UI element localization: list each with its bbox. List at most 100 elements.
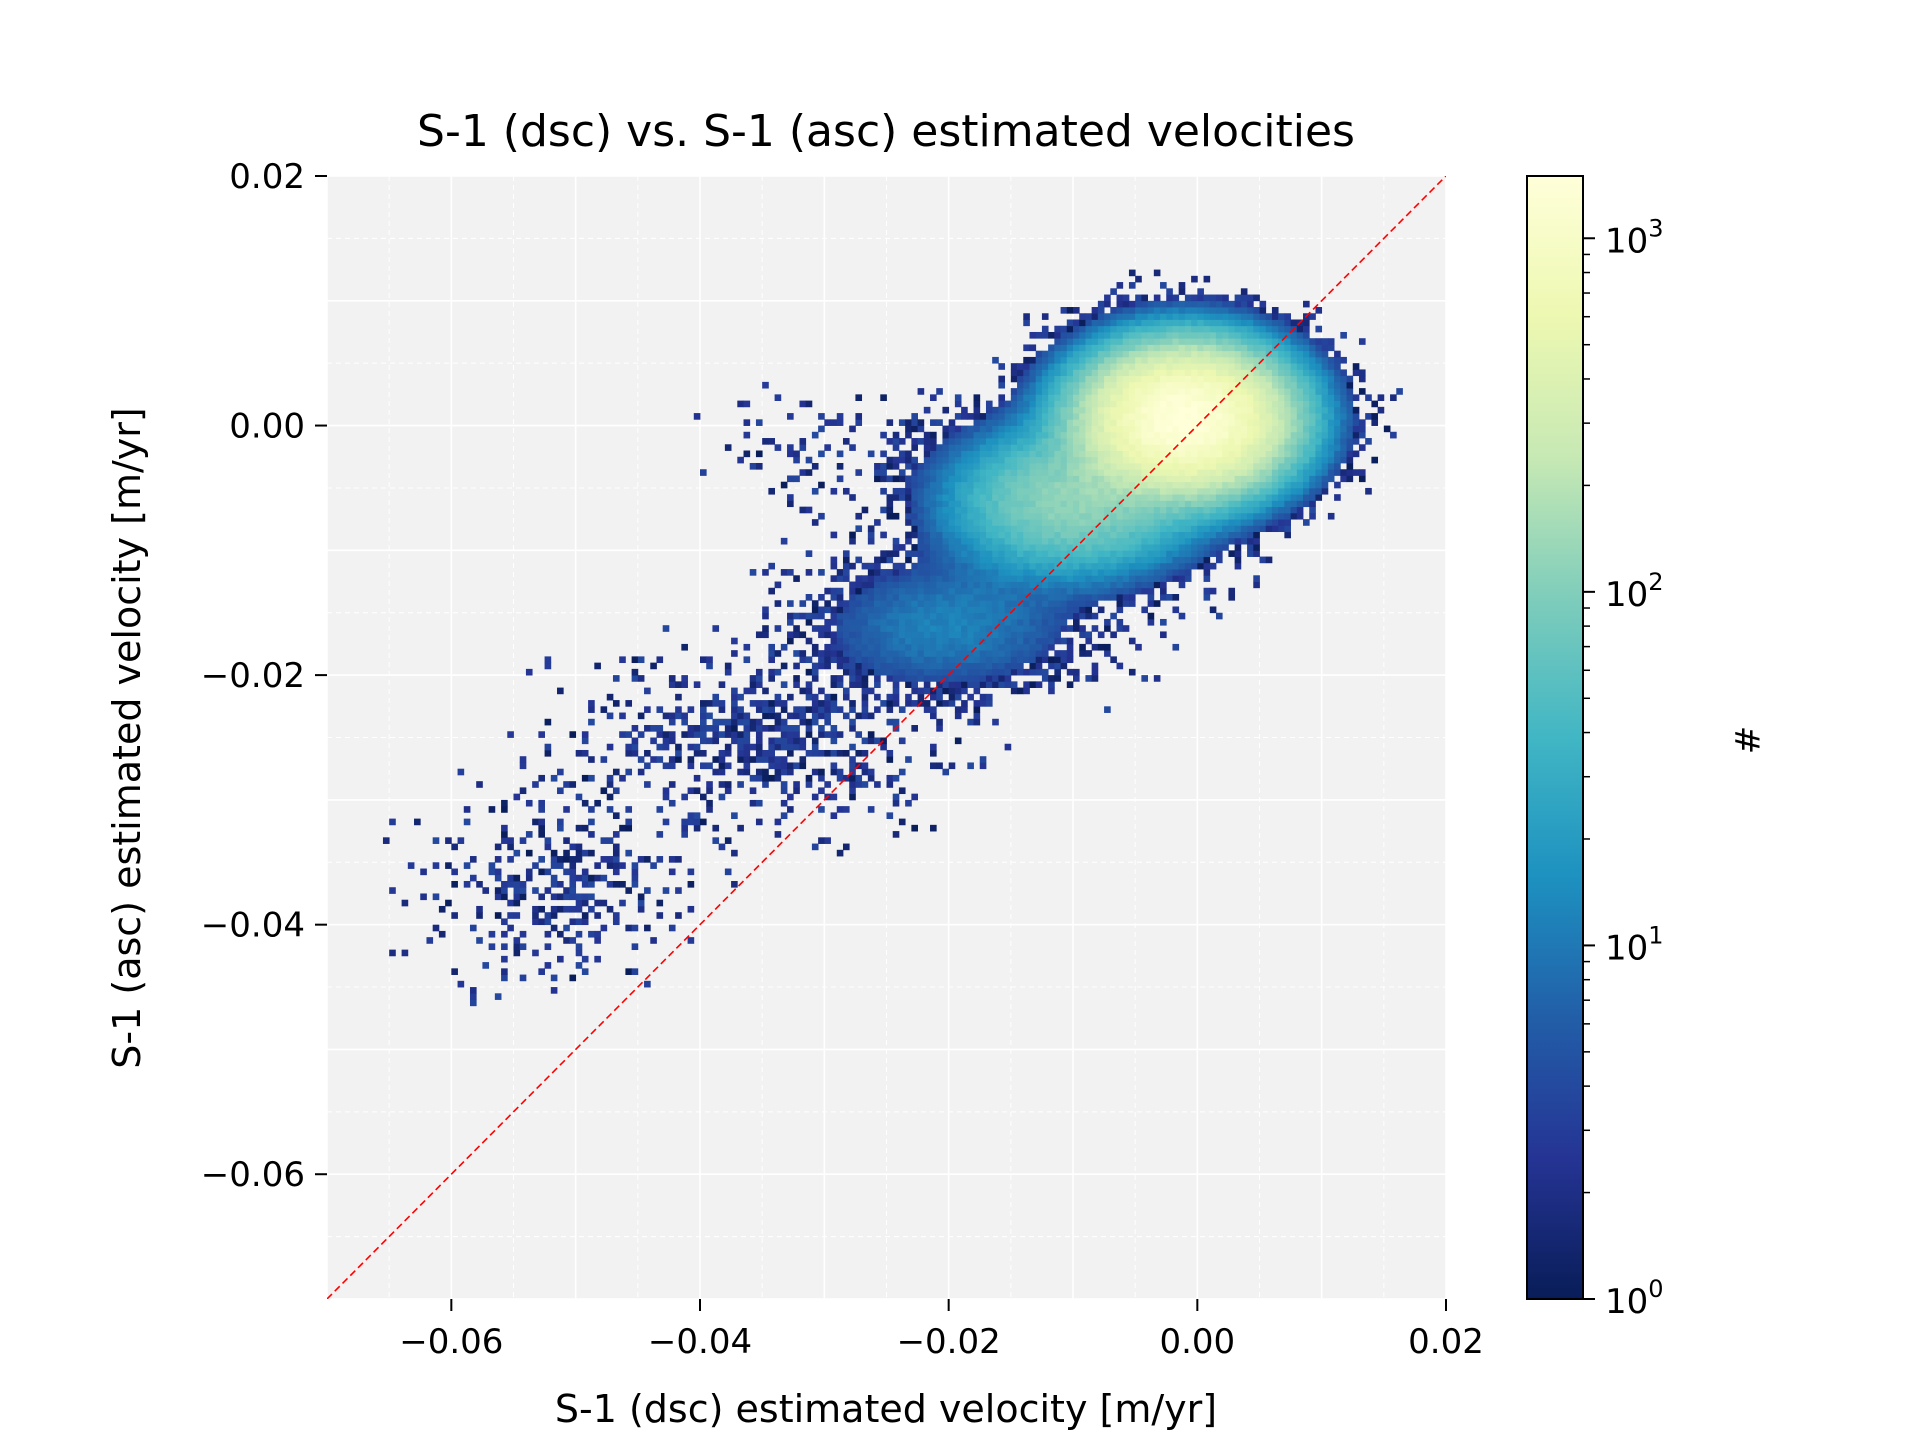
heatmap-cell bbox=[1091, 612, 1099, 620]
heatmap-cell bbox=[1265, 325, 1273, 333]
heatmap-cell bbox=[1128, 338, 1136, 345]
heatmap-cell bbox=[1010, 456, 1018, 464]
heatmap-cell bbox=[1048, 406, 1055, 414]
heatmap-cell bbox=[1135, 494, 1142, 501]
heatmap-cell bbox=[1135, 512, 1142, 520]
heatmap-cell bbox=[1079, 512, 1086, 520]
heatmap-cell bbox=[774, 768, 782, 776]
heatmap-cell bbox=[1240, 438, 1248, 445]
heatmap-cell bbox=[1184, 294, 1192, 302]
heatmap-cell bbox=[973, 700, 981, 707]
heatmap-cell bbox=[1166, 462, 1173, 470]
heatmap-cell bbox=[805, 456, 813, 464]
heatmap-cell bbox=[1023, 313, 1030, 320]
heatmap-cell bbox=[905, 419, 912, 426]
heatmap-cell bbox=[1104, 525, 1111, 533]
heatmap-cell bbox=[830, 793, 838, 801]
heatmap-cell bbox=[625, 768, 633, 776]
heatmap-cell bbox=[780, 725, 788, 732]
heatmap-cell bbox=[787, 806, 794, 813]
heatmap-cell bbox=[1259, 363, 1267, 370]
heatmap-cell bbox=[1041, 618, 1049, 626]
heatmap-cell bbox=[600, 899, 608, 907]
heatmap-cell bbox=[992, 544, 999, 551]
heatmap-cell bbox=[749, 743, 757, 751]
heatmap-cell bbox=[1166, 356, 1173, 364]
heatmap-cell bbox=[1010, 481, 1018, 489]
heatmap-cell bbox=[818, 413, 825, 420]
heatmap-cell bbox=[985, 425, 993, 433]
heatmap-cell bbox=[1271, 356, 1279, 364]
heatmap-cell bbox=[563, 837, 570, 844]
heatmap-cell bbox=[1303, 413, 1310, 420]
heatmap-cell bbox=[1079, 643, 1086, 651]
heatmap-cell bbox=[892, 637, 900, 645]
heatmap-cell bbox=[842, 637, 850, 645]
heatmap-cell bbox=[1035, 594, 1043, 601]
heatmap-cell bbox=[1271, 325, 1279, 333]
heatmap-cell bbox=[1209, 475, 1217, 483]
heatmap-cell bbox=[867, 594, 875, 601]
heatmap-cell bbox=[1066, 388, 1074, 395]
heatmap-cell bbox=[1222, 431, 1229, 439]
heatmap-cell bbox=[1166, 338, 1173, 345]
heatmap-cell bbox=[855, 419, 863, 426]
heatmap-cell bbox=[1097, 319, 1105, 327]
heatmap-cell bbox=[1153, 456, 1161, 464]
heatmap-cell bbox=[575, 849, 583, 857]
heatmap-cell bbox=[432, 837, 440, 844]
heatmap-cell bbox=[1215, 381, 1223, 389]
heatmap-cell bbox=[1010, 662, 1018, 670]
heatmap-cell bbox=[1153, 388, 1161, 395]
heatmap-cell bbox=[1153, 581, 1161, 589]
heatmap-cell bbox=[1172, 338, 1180, 345]
heatmap-cell bbox=[1172, 475, 1180, 483]
heatmap-cell bbox=[1290, 338, 1298, 345]
heatmap-cell bbox=[1240, 494, 1248, 501]
heatmap-cell bbox=[874, 656, 881, 664]
heatmap-cell bbox=[1222, 481, 1229, 489]
heatmap-cell bbox=[656, 899, 664, 907]
heatmap-cell bbox=[780, 812, 788, 820]
heatmap-cell bbox=[985, 419, 993, 426]
heatmap-cell bbox=[1284, 400, 1291, 408]
heatmap-cell bbox=[930, 550, 937, 557]
heatmap-cell bbox=[1209, 419, 1217, 426]
heatmap-cell bbox=[1178, 419, 1186, 426]
heatmap-cell bbox=[1122, 294, 1130, 302]
heatmap-cell bbox=[1141, 325, 1148, 333]
heatmap-cell bbox=[1048, 612, 1055, 620]
heatmap-cell bbox=[855, 606, 863, 614]
heatmap-cell bbox=[911, 650, 918, 657]
heatmap-cell bbox=[1284, 394, 1291, 401]
heatmap-cell bbox=[575, 918, 583, 926]
heatmap-cell bbox=[992, 356, 999, 364]
heatmap-cell bbox=[1222, 419, 1229, 426]
heatmap-cell bbox=[743, 756, 751, 763]
heatmap-cell bbox=[1203, 469, 1211, 476]
heatmap-cell bbox=[774, 625, 782, 632]
heatmap-cell bbox=[1228, 431, 1236, 439]
heatmap-cell bbox=[973, 569, 981, 576]
heatmap-cell bbox=[494, 843, 502, 851]
heatmap-cell bbox=[1110, 450, 1117, 458]
heatmap-cell bbox=[1010, 618, 1018, 626]
heatmap-cell bbox=[1191, 394, 1198, 401]
heatmap-cell bbox=[1160, 581, 1167, 589]
heatmap-cell bbox=[1215, 425, 1223, 433]
heatmap-cell bbox=[494, 868, 502, 876]
heatmap-cell bbox=[1116, 519, 1124, 526]
heatmap-cell bbox=[1191, 344, 1198, 352]
heatmap-cell bbox=[1253, 294, 1260, 302]
heatmap-cell bbox=[1017, 494, 1024, 501]
heatmap-cell bbox=[1147, 300, 1155, 308]
heatmap-cell bbox=[1278, 413, 1285, 420]
heatmap-cell bbox=[1234, 438, 1242, 445]
heatmap-cell bbox=[954, 462, 962, 470]
heatmap-cell bbox=[1222, 525, 1229, 533]
heatmap-cell bbox=[1004, 531, 1012, 539]
heatmap-cell bbox=[992, 681, 999, 688]
heatmap-cell bbox=[1085, 606, 1093, 614]
heatmap-cell bbox=[1122, 469, 1130, 476]
heatmap-cell bbox=[544, 718, 552, 726]
